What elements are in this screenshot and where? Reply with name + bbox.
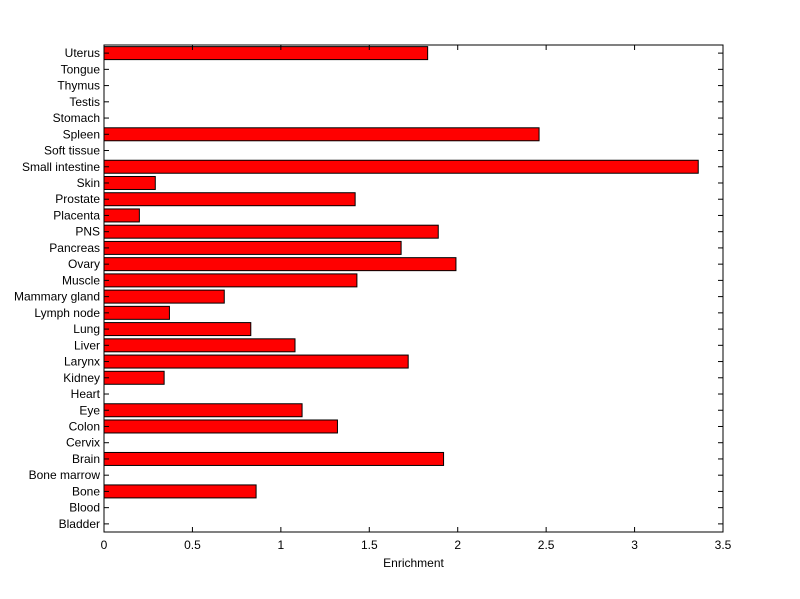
- x-axis-label: Enrichment: [383, 556, 444, 570]
- y-tick-label: Kidney: [63, 371, 100, 385]
- bar-liver: [103, 338, 296, 353]
- bar-colon: [103, 419, 338, 434]
- bar-lymph-node: [103, 305, 170, 320]
- y-tick-label: Mammary gland: [14, 290, 100, 304]
- y-tick-label: Muscle: [62, 273, 100, 287]
- y-tick-label: Colon: [69, 419, 100, 433]
- bar-pancreas: [103, 240, 402, 255]
- y-tick-label: Spleen: [63, 127, 100, 141]
- x-tick-label: 3: [631, 538, 638, 552]
- bar-ovary: [103, 257, 457, 272]
- bar-larynx: [103, 354, 409, 369]
- x-tick-label: 1.5: [361, 538, 378, 552]
- bar-eye: [103, 403, 303, 418]
- y-tick-label: Bladder: [59, 517, 100, 531]
- bar-mammary-gland: [103, 289, 225, 304]
- bar-prostate: [103, 192, 356, 207]
- bar-kidney: [103, 370, 165, 385]
- y-tick-label: Lymph node: [34, 306, 100, 320]
- bars-group: [103, 46, 699, 499]
- y-tick-label: PNS: [75, 225, 100, 239]
- category-labels: Uterus Tongue Thymus Testis Stomach Spleen Sof…: [14, 46, 101, 531]
- y-tick-label: Cervix: [66, 436, 100, 450]
- x-tick-label: 2: [454, 538, 461, 552]
- y-tick-label: Small intestine: [22, 160, 100, 174]
- x-tick-label: 1: [278, 538, 285, 552]
- bar-pns: [103, 224, 439, 239]
- y-tick-label: Thymus: [57, 79, 100, 93]
- x-tick-label: 3.5: [715, 538, 732, 552]
- bar-bone: [103, 484, 257, 499]
- y-tick-label: Ovary: [68, 257, 100, 271]
- axes-box: [103, 44, 724, 533]
- y-tick-label: Lung: [73, 322, 100, 336]
- bar-placenta: [103, 208, 140, 223]
- x-tick-label: 0.5: [184, 538, 201, 552]
- y-tick-label: Tongue: [61, 62, 101, 76]
- y-tick-label: Eye: [79, 403, 100, 417]
- bar-skin: [103, 175, 156, 190]
- y-tick-label: Uterus: [65, 46, 100, 60]
- bar-uterus: [103, 46, 429, 61]
- bar-small-intestine: [103, 159, 699, 174]
- x-tick-labels: 0 0.5 1 1.5 2 2.5 3 3.5: [101, 538, 732, 552]
- x-tick-label: 2.5: [538, 538, 555, 552]
- y-tick-label: Larynx: [64, 355, 100, 369]
- y-tick-label: Bone: [72, 484, 100, 498]
- y-tick-label: Pancreas: [49, 241, 100, 255]
- y-tick-label: Soft tissue: [44, 144, 100, 158]
- y-tick-label: Prostate: [55, 192, 100, 206]
- bar-lung: [103, 322, 252, 337]
- bar-brain: [103, 451, 445, 466]
- x-tick-label: 0: [101, 538, 108, 552]
- y-tick-label: Liver: [74, 338, 100, 352]
- bar-spleen: [103, 127, 540, 142]
- y-tick-label: Heart: [71, 387, 101, 401]
- bar-muscle: [103, 273, 358, 288]
- y-tick-label: Blood: [69, 501, 100, 515]
- y-tick-label: Brain: [72, 452, 100, 466]
- y-tick-label: Testis: [69, 95, 100, 109]
- y-tick-label: Bone marrow: [29, 468, 101, 482]
- y-tick-label: Placenta: [53, 208, 100, 222]
- y-tick-label: Stomach: [53, 111, 100, 125]
- y-tick-label: Skin: [77, 176, 100, 190]
